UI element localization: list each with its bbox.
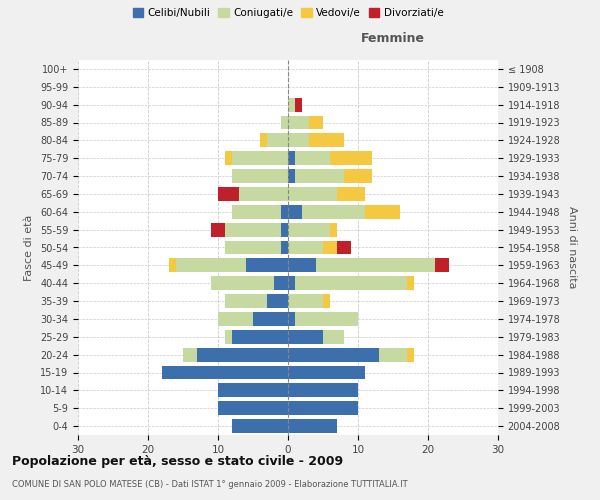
Bar bbox=[281, 240, 288, 254]
Bar bbox=[288, 151, 295, 165]
Bar bbox=[323, 294, 330, 308]
Bar bbox=[344, 169, 372, 183]
Bar bbox=[169, 258, 176, 272]
Bar bbox=[407, 276, 414, 290]
Bar bbox=[232, 151, 288, 165]
Bar bbox=[218, 187, 239, 201]
Bar bbox=[218, 401, 288, 415]
Bar bbox=[267, 134, 288, 147]
Bar bbox=[281, 116, 288, 130]
Bar bbox=[295, 169, 344, 183]
Bar bbox=[288, 222, 330, 236]
Bar bbox=[407, 348, 414, 362]
Bar bbox=[288, 330, 323, 344]
Text: COMUNE DI SAN POLO MATESE (CB) - Dati ISTAT 1° gennaio 2009 - Elaborazione TUTTI: COMUNE DI SAN POLO MATESE (CB) - Dati IS… bbox=[12, 480, 407, 489]
Bar bbox=[288, 116, 309, 130]
Bar bbox=[183, 348, 197, 362]
Bar bbox=[225, 330, 232, 344]
Bar bbox=[295, 276, 407, 290]
Bar bbox=[232, 205, 281, 219]
Bar bbox=[225, 151, 232, 165]
Legend: Celibi/Nubili, Coniugati/e, Vedovi/e, Divorziati/e: Celibi/Nubili, Coniugati/e, Vedovi/e, Di… bbox=[130, 5, 446, 21]
Bar bbox=[225, 222, 281, 236]
Bar bbox=[337, 187, 365, 201]
Text: Femmine: Femmine bbox=[361, 32, 425, 45]
Bar bbox=[323, 330, 344, 344]
Bar bbox=[288, 294, 323, 308]
Bar bbox=[267, 294, 288, 308]
Bar bbox=[288, 240, 323, 254]
Bar bbox=[218, 384, 288, 398]
Bar bbox=[288, 258, 316, 272]
Bar bbox=[162, 366, 288, 380]
Bar bbox=[288, 205, 302, 219]
Bar bbox=[288, 384, 358, 398]
Bar bbox=[211, 276, 274, 290]
Bar bbox=[260, 134, 267, 147]
Bar bbox=[232, 330, 288, 344]
Bar bbox=[225, 294, 267, 308]
Bar bbox=[309, 116, 323, 130]
Bar bbox=[323, 240, 337, 254]
Bar bbox=[288, 276, 295, 290]
Bar bbox=[288, 366, 365, 380]
Bar bbox=[316, 258, 435, 272]
Bar bbox=[288, 348, 379, 362]
Bar bbox=[337, 240, 351, 254]
Bar bbox=[225, 240, 281, 254]
Bar bbox=[288, 401, 358, 415]
Bar bbox=[288, 419, 337, 433]
Bar bbox=[330, 151, 372, 165]
Bar bbox=[239, 187, 288, 201]
Bar bbox=[232, 419, 288, 433]
Bar bbox=[288, 134, 309, 147]
Bar bbox=[288, 312, 295, 326]
Bar bbox=[302, 205, 365, 219]
Bar bbox=[211, 222, 225, 236]
Bar bbox=[253, 312, 288, 326]
Bar bbox=[197, 348, 288, 362]
Bar bbox=[274, 276, 288, 290]
Bar bbox=[309, 134, 344, 147]
Y-axis label: Anni di nascita: Anni di nascita bbox=[567, 206, 577, 289]
Bar bbox=[288, 187, 337, 201]
Bar bbox=[365, 205, 400, 219]
Bar bbox=[218, 312, 253, 326]
Bar bbox=[281, 222, 288, 236]
Bar bbox=[281, 205, 288, 219]
Text: Popolazione per età, sesso e stato civile - 2009: Popolazione per età, sesso e stato civil… bbox=[12, 455, 343, 468]
Bar bbox=[288, 169, 295, 183]
Bar bbox=[295, 98, 302, 112]
Bar bbox=[232, 169, 288, 183]
Bar bbox=[295, 312, 358, 326]
Bar bbox=[379, 348, 407, 362]
Bar bbox=[295, 151, 330, 165]
Y-axis label: Fasce di età: Fasce di età bbox=[25, 214, 34, 280]
Bar bbox=[435, 258, 449, 272]
Bar bbox=[330, 222, 337, 236]
Bar bbox=[246, 258, 288, 272]
Bar bbox=[176, 258, 246, 272]
Bar bbox=[288, 98, 295, 112]
